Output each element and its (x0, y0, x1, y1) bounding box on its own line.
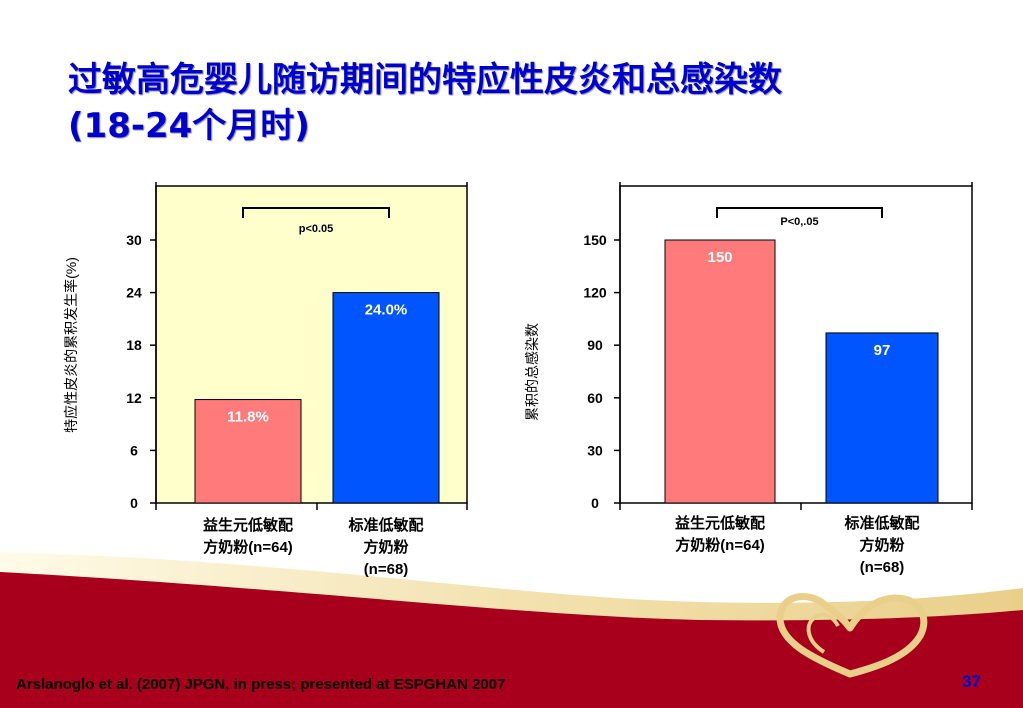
ad-y-axis-title: 特应性皮炎的累积发生率(%) (63, 257, 79, 433)
footer-source: Arslanoglo et al. (2007) JPGN, in press;… (16, 676, 506, 693)
ad-bar-1 (194, 399, 302, 504)
heart-logo (776, 593, 928, 678)
ad-y-tick-label: 12 (126, 390, 142, 406)
page-number: 37 (962, 672, 981, 691)
ad-bar-2-data-label: 24.0% (365, 302, 408, 319)
decorative-band-highlight (0, 552, 1023, 622)
ad-category-label-2: (n=68) (364, 561, 409, 578)
ad-significance-bracket (242, 207, 390, 218)
slide-title: 过敏高危婴儿随访期间的特应性皮炎和总感染数 (68, 60, 782, 100)
ad-significance-label: p<0.05 (299, 223, 334, 235)
slide-subtitle: (18-24个月时) (68, 106, 310, 146)
ad-category-label-2: 标准低敏配 (347, 516, 423, 534)
ad-y-tick-label: 0 (130, 495, 138, 511)
ad-y-tick-label: 24 (126, 285, 142, 301)
title-background (58, 40, 978, 152)
ad-y-tick-label: 18 (126, 337, 142, 353)
ad-category-label-1: 益生元低敏配 (203, 516, 293, 534)
ad-category-label-2: 方奶粉 (363, 538, 408, 556)
ad-bar-2 (332, 292, 440, 504)
ad-y-tick-label: 30 (126, 232, 142, 248)
ad-y-tick-label: 6 (130, 442, 138, 458)
ad-category-label-1: 方奶粉(n=64) (203, 538, 293, 556)
decorative-red-band (0, 572, 1023, 708)
ad-bar-1-data-label: 11.8% (227, 409, 269, 426)
